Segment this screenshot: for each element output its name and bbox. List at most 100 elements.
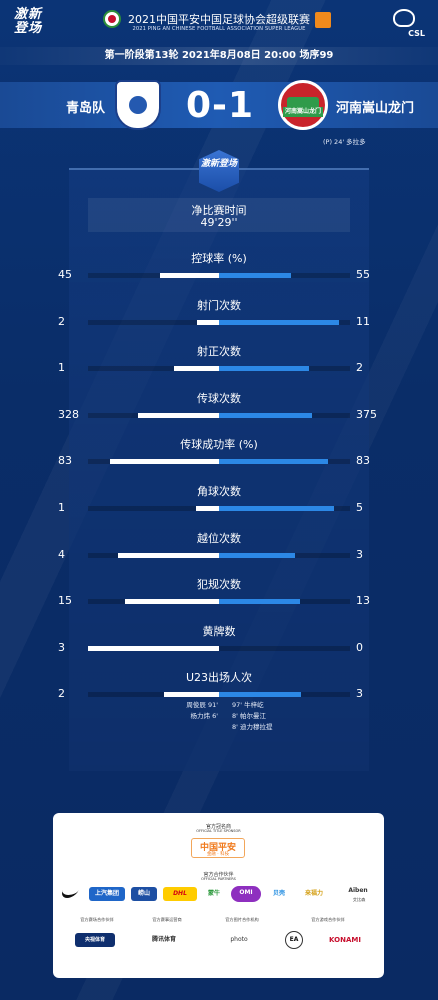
stat-home-value: 1 [58, 501, 65, 514]
stat-away-value: 55 [356, 268, 370, 281]
stat-away-value: 3 [356, 687, 363, 701]
u23-away-players: 97' 牛梓屹 8' 帕尔曼江 8' 迪力穆拉提 [232, 700, 312, 733]
partner-logo-laoshan: 崂山 [131, 887, 157, 901]
stat-home-bar [164, 692, 219, 698]
header: 激新登场 2021中国平安中国足球协会超级联赛 2021 PING AN CHI… [0, 0, 438, 45]
csl-logo: CSL [381, 9, 425, 39]
stat-title: U23出场人次 [185, 671, 253, 685]
stat-away-value: 83 [356, 454, 370, 468]
pingan-logo: 中国平安 金融 · 科技 [191, 838, 245, 858]
stat-row: 传球成功率 (%) 83 83 [0, 436, 438, 476]
u23-home-player: 杨力炜 6' [190, 712, 219, 720]
stat-home-value: 15 [58, 594, 72, 608]
stat-title: 射门次数 [197, 298, 241, 312]
tencent-sports-logo: 腾讯体育 [151, 936, 176, 943]
stat-away-bar [219, 319, 340, 325]
konami-logo: KONAMI [329, 936, 361, 944]
sponsors-card: 官方冠名商 OFFICIAL TITLE SPONSOR 中国平安 金融 · 科… [53, 813, 384, 978]
panel-badge-icon: 激新登场 [199, 150, 239, 192]
stat-home-value: 328 [58, 407, 79, 421]
stat-away-value: 5 [356, 501, 363, 514]
stat-home-value: 2 [58, 314, 65, 328]
stat-away-bar [219, 552, 295, 558]
brand-logo-text: 激新登场 [14, 7, 43, 36]
csl-shield-icon [393, 9, 415, 27]
cctv-sports-logo: 央视体育 [75, 933, 115, 947]
stat-row: U23出场人次 2 3 [0, 669, 438, 709]
stat-row: 角球次数 1 5 [0, 483, 438, 523]
stat-title: 犯规次数 [197, 578, 241, 592]
partners-caption-en: OFFICIAL PARTNERS [201, 877, 236, 881]
panel-badge-text: 激新登场 [200, 159, 237, 169]
partner-logo-saic: 上汽集团 [89, 887, 125, 901]
title-sponsor-caption-en: OFFICIAL TITLE SPONSOR [196, 829, 241, 833]
stat-home-bar [137, 412, 219, 418]
stat-row: 射门次数 2 11 [0, 297, 438, 337]
u23-away-player: 8' 帕尔曼江 [232, 712, 266, 720]
partner-logo-mengniu: 蒙牛 [207, 890, 220, 897]
tier3-caption-cctv: 官方赛场合作伙伴 [80, 917, 114, 922]
cfa-emblem-icon [103, 10, 121, 28]
stat-away-bar [219, 273, 292, 278]
u23-away-player: 8' 迪力穆拉提 [232, 723, 273, 731]
stat-away-bar [219, 459, 328, 465]
stat-home-value: 83 [58, 454, 72, 468]
stat-home-value: 2 [58, 687, 65, 701]
home-team-crest-icon [115, 80, 161, 130]
stat-away-bar [219, 599, 301, 605]
net-time-label: 净比赛时间 [191, 204, 247, 217]
match-score: 0-1 [185, 85, 255, 126]
stat-title: 角球次数 [197, 485, 241, 498]
goal-scorer-note: (P) 24' 多拉多 [323, 138, 366, 146]
stat-home-bar [88, 645, 219, 651]
stat-home-bar [110, 459, 219, 465]
stat-row: 黄牌数 3 0 [0, 623, 438, 663]
pingan-tagline: 金融 · 科技 [206, 852, 230, 857]
stat-away-bar [219, 692, 301, 698]
photo-agency-logo: photo [230, 936, 248, 943]
stat-away-bar [219, 366, 310, 372]
stat-away-value: 11 [356, 314, 370, 328]
stat-row: 射正次数 1 2 [0, 343, 438, 383]
away-crest-text: 河南嵩山龙门 [283, 107, 323, 117]
stat-row: 控球率 (%) 45 55 [0, 250, 438, 290]
brand-logo: 激新登场 [14, 8, 60, 40]
league-title: 2021中国平安中国足球协会超级联赛 [128, 13, 310, 26]
stat-title: 传球次数 [197, 391, 241, 405]
stats-panel [69, 168, 369, 771]
match-info: 第一阶段第13轮 2021年8月08日 20:00 场序99 [0, 47, 438, 65]
stat-title: 控球率 (%) [191, 252, 247, 265]
net-time-box: 净比赛时间 49'29'' [88, 198, 350, 232]
tier3-caption-game: 官方游戏合作伙伴 [311, 917, 345, 922]
stat-row: 犯规次数 15 13 [0, 576, 438, 616]
stat-home-bar [196, 506, 219, 511]
stat-away-value: 375 [356, 407, 377, 421]
away-team-name: 河南嵩山龙门 [336, 101, 415, 116]
away-team-crest-icon: 河南嵩山龙门 [278, 80, 328, 130]
u23-home-player: 周俊辰 91' [186, 701, 218, 709]
stat-away-bar [219, 412, 312, 418]
partner-logo-beike: 贝壳 [272, 890, 285, 897]
stat-home-bar [197, 319, 219, 325]
tier3-caption-tencent: 官方赛事运营商 [152, 917, 182, 922]
stat-away-bar [219, 506, 334, 511]
partners-caption: 官方合作伙伴 [203, 872, 234, 878]
stat-track [88, 645, 350, 651]
csl-logo-text: CSL [408, 29, 425, 38]
partner-logo-dhl: DHL [163, 887, 197, 901]
tier3-caption-photo: 官方图片合作机构 [225, 917, 259, 922]
league-subtitle: 2021 PING AN CHINESE FOOTBALL ASSOCIATIO… [132, 26, 306, 32]
stat-row: 越位次数 4 3 [0, 530, 438, 570]
score-band [0, 82, 438, 128]
stat-home-bar [160, 273, 219, 278]
u23-home-players: 周俊辰 91' 杨力炜 6' [168, 700, 218, 722]
stat-row: 传球次数 328 375 [0, 390, 438, 430]
stat-title: 传球成功率 (%) [180, 438, 258, 452]
home-team-name: 青岛队 [66, 101, 106, 116]
pingan-logo-text: 中国平安 [199, 843, 236, 853]
u23-away-player: 97' 牛梓屹 [232, 701, 264, 709]
stat-home-bar [173, 366, 219, 372]
partner-logo-aiben: Aiben [348, 887, 368, 894]
stat-home-value: 3 [58, 640, 65, 654]
